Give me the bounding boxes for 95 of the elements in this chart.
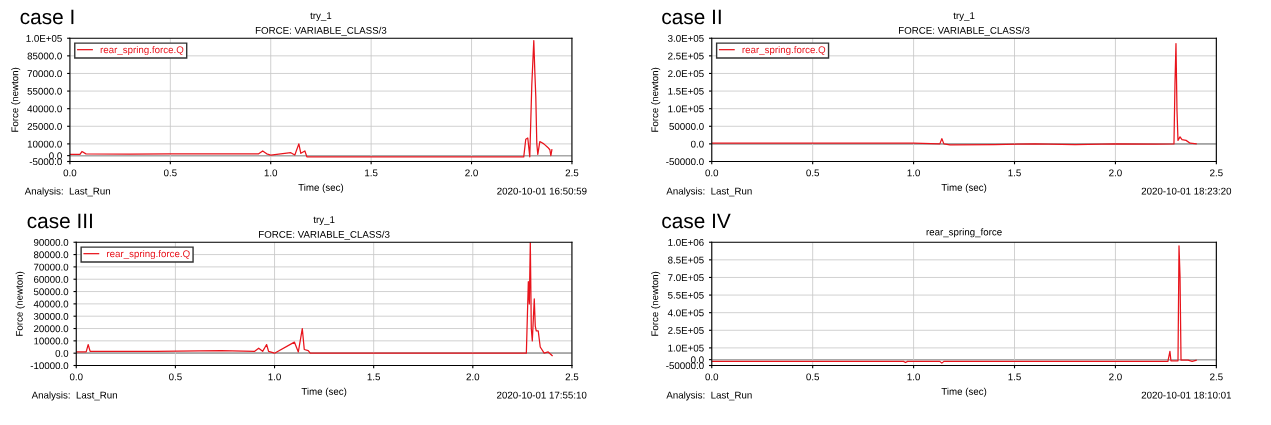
x-tick-label: 1.5 — [367, 373, 381, 381]
x-tick-label: 0.5 — [806, 169, 820, 177]
y-tick-label: 2.5E+05 — [668, 327, 704, 334]
x-axis-title: Time (sec) — [301, 387, 347, 397]
x-tick-label: 2.5 — [1210, 169, 1223, 177]
text: 2020-10-01 16:50:59 — [497, 187, 587, 195]
y-axis-title: Force (newton) — [651, 67, 661, 132]
y-tick-label: 1.0E+05 — [26, 34, 62, 42]
y-tick-label: 55000.0 — [27, 87, 62, 95]
y-tick-label: 30000.0 — [33, 312, 69, 320]
text: 2020-10-01 17:55:10 — [497, 391, 587, 399]
text: 2020-10-01 18:23:20 — [1141, 187, 1232, 195]
legend-label: rear_spring.force.Q — [100, 46, 184, 56]
text: case IV — [662, 213, 731, 229]
y-axis-title: Force (newton) — [15, 271, 25, 336]
chart-subtitle: FORCE: VARIABLE_CLASS/3 — [259, 230, 390, 240]
x-tick-label: 1.0 — [907, 373, 920, 381]
y-tick-label: 60000.0 — [33, 275, 69, 283]
y-tick-label: 40000.0 — [27, 105, 62, 113]
chart-title: try_1 — [313, 216, 335, 225]
x-tick-label: 1.0 — [264, 169, 278, 177]
y-tick-label: -50000.0 — [666, 158, 704, 166]
y-tick-label: 1.5E+05 — [668, 87, 704, 95]
x-tick-label: 0.5 — [806, 373, 820, 381]
y-tick-label: 50000.0 — [669, 123, 704, 130]
y-tick-label: 5.5E+05 — [668, 291, 704, 299]
text: Analysis: Last_Run — [31, 391, 117, 401]
text: Analysis: Last_Run — [24, 187, 111, 197]
y-tick-label: 1.0E+06 — [668, 238, 704, 246]
y-tick-label: 20000.0 — [33, 325, 69, 333]
x-tick-label: 2.0 — [1109, 373, 1122, 381]
x-tick-label: 0.0 — [63, 169, 77, 177]
y-tick-label: 10000.0 — [27, 140, 62, 148]
x-tick-label: 2.0 — [465, 169, 478, 177]
y-tick-label: -5000.0 — [29, 158, 62, 166]
text: case III — [27, 213, 92, 229]
x-tick-label: 0.5 — [169, 373, 182, 381]
x-tick-label: 2.5 — [565, 373, 579, 381]
y-tick-label: 7.0E+05 — [668, 274, 704, 282]
x-tick-label: 1.0 — [268, 373, 281, 381]
y-tick-label: -50000.0 — [666, 362, 704, 370]
y-tick-label: 50000.0 — [33, 288, 69, 296]
y-tick-label: 0.0 — [49, 152, 62, 160]
y-tick-label: 2.5E+05 — [668, 52, 704, 60]
y-tick-label: 85000.0 — [27, 52, 62, 60]
line-series — [69, 39, 553, 158]
y-axis-title: Force (newton) — [651, 271, 661, 336]
text: case I — [20, 9, 74, 25]
x-axis-title: Time (sec) — [298, 183, 344, 193]
line-series — [76, 242, 553, 357]
text: Analysis: Last_Run — [666, 391, 752, 401]
chart-subtitle: FORCE: VARIABLE_CLASS/3 — [255, 26, 387, 36]
x-tick-label: 0.5 — [163, 169, 177, 177]
y-tick-label: -10000.0 — [30, 362, 69, 370]
text: case II — [662, 9, 721, 25]
y-tick-label: 70000.0 — [27, 70, 62, 78]
x-tick-label: 2.5 — [565, 169, 579, 177]
x-tick-label: 2.5 — [1210, 373, 1223, 381]
y-tick-label: 1.0E+05 — [668, 105, 704, 113]
y-tick-label: 10000.0 — [34, 337, 69, 345]
y-tick-label: 0.0 — [55, 349, 69, 357]
y-tick-label: 70000.0 — [33, 263, 69, 271]
line-series — [711, 245, 1197, 364]
x-tick-label: 1.0 — [907, 169, 920, 177]
y-tick-label: 0.0 — [690, 356, 704, 364]
y-tick-label: 2.0E+05 — [668, 70, 704, 78]
y-tick-label: 4.0E+05 — [667, 309, 704, 317]
x-tick-label: 1.5 — [1008, 169, 1021, 177]
y-tick-label: 25000.0 — [27, 123, 62, 130]
chart-title: try_1 — [953, 12, 975, 21]
y-tick-label: 3.0E+05 — [668, 34, 704, 42]
x-tick-label: 2.0 — [1109, 169, 1122, 177]
x-axis-title: Time (sec) — [941, 387, 987, 397]
x-axis-title: Time (sec) — [941, 183, 987, 193]
legend-label: rear_spring.force.Q — [742, 46, 826, 56]
y-tick-label: 0.0 — [690, 140, 704, 148]
x-tick-label: 2.0 — [466, 373, 480, 381]
y-tick-label: 8.5E+05 — [668, 256, 704, 264]
y-axis-title: Force (newton) — [11, 67, 21, 132]
chart-title: try_1 — [310, 12, 332, 21]
chart-title: rear_spring_force — [926, 228, 1002, 238]
y-tick-label: 90000.0 — [33, 238, 69, 246]
y-tick-label: 40000.0 — [33, 300, 69, 308]
chart-subtitle: FORCE: VARIABLE_CLASS/3 — [899, 26, 1030, 36]
text: Analysis: Last_Run — [666, 187, 752, 197]
x-tick-label: 0.0 — [705, 169, 719, 177]
x-tick-label: 1.5 — [1008, 373, 1021, 381]
y-tick-label: 80000.0 — [33, 251, 69, 259]
x-tick-label: 0.0 — [69, 373, 83, 381]
x-tick-label: 0.0 — [705, 373, 719, 381]
line-series — [711, 42, 1197, 146]
y-tick-label: 1.0E+05 — [668, 344, 704, 352]
text: 2020-10-01 18:10:01 — [1141, 391, 1232, 399]
x-tick-label: 1.5 — [365, 169, 378, 177]
legend-label: rear_spring.force.Q — [107, 250, 190, 260]
